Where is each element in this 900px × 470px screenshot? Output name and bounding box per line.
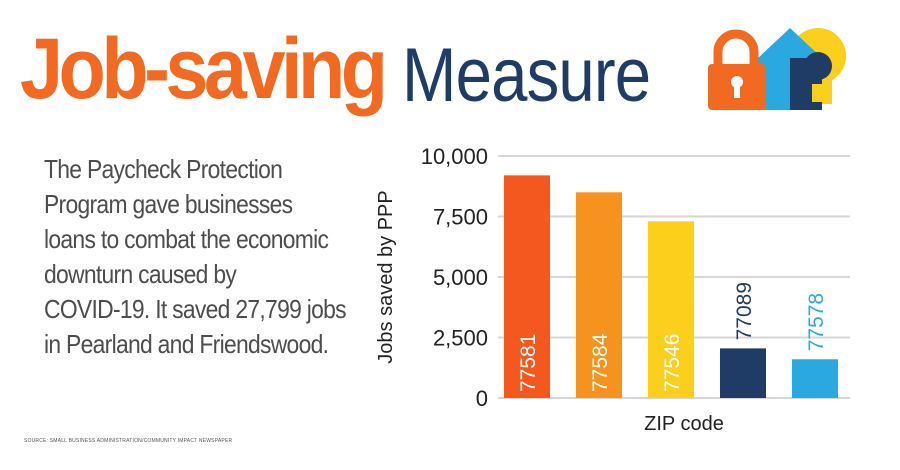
y-tick-label: 10,000 — [421, 144, 488, 169]
description-line: The Paycheck Protection — [44, 154, 283, 184]
y-tick-label: 2,500 — [433, 326, 488, 351]
bar-label-77584: 77584 — [589, 333, 612, 392]
bar-label-77578: 77578 — [805, 293, 828, 351]
y-tick-labels: 0 2,500 5,000 7,500 10,000 — [421, 144, 488, 411]
bar-labels: 77581 77584 77546 77089 77578 — [517, 282, 828, 392]
description-line: downturn caused by — [44, 259, 237, 289]
bar-77578 — [792, 359, 838, 398]
title-light-text: Measure — [401, 33, 651, 118]
bar-77581 — [504, 175, 550, 398]
y-axis-label: Jobs saved by PPP — [375, 190, 397, 363]
bar-77089 — [720, 348, 766, 398]
description-line: loans to combat the economic — [44, 224, 329, 254]
y-tick-label: 7,500 — [433, 205, 488, 230]
description-line: Program gave businesses — [44, 189, 293, 219]
page-title: Job-saving Measure — [20, 20, 691, 120]
bar-label-77581: 77581 — [517, 334, 540, 392]
y-tick-label: 5,000 — [433, 265, 488, 290]
bar-label-77089: 77089 — [733, 282, 756, 340]
bar-77546 — [648, 221, 694, 398]
source-note: SOURCE: SMALL BUSINESS ADMINISTRATION/CO… — [24, 438, 233, 444]
description-text: The Paycheck Protection Program gave bus… — [44, 152, 361, 362]
bars — [504, 175, 838, 398]
y-tick-label: 0 — [476, 386, 488, 411]
description-line: in Pearland and Friendswood. — [44, 329, 329, 359]
bar-77584 — [576, 192, 622, 398]
description-line: COVID-19. It saved 27,799 jobs — [44, 294, 347, 324]
bar-label-77546: 77546 — [661, 334, 684, 392]
lock-house-lightbulb-icon — [706, 22, 856, 117]
x-axis-label: ZIP code — [644, 413, 724, 435]
title-bold-text: Job-saving — [20, 21, 388, 117]
